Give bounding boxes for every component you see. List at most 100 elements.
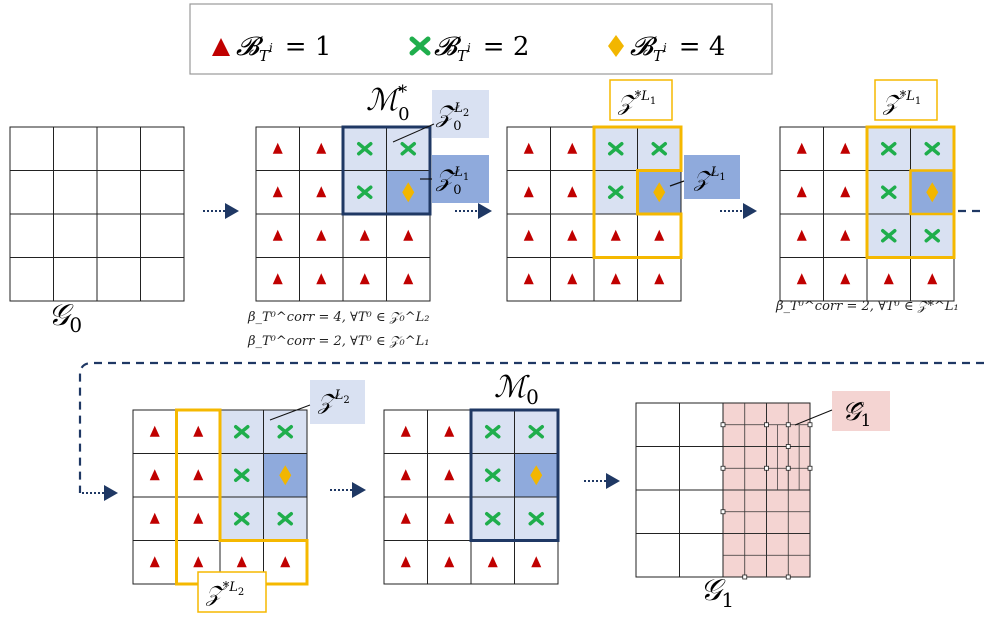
g1-refined-mesh <box>720 403 813 580</box>
label-g0: 𝒢0 <box>48 298 82 337</box>
label-z0-l1: 𝒵L1 0 <box>435 164 469 198</box>
cross-icon <box>357 185 373 199</box>
triangle-icon <box>796 229 807 241</box>
mesh-node <box>720 422 726 428</box>
grid-cell <box>9 257 54 302</box>
label-zstar-l2: 𝒵*L2 <box>205 580 244 607</box>
grid-cell <box>635 489 680 534</box>
cross-icon <box>234 468 250 482</box>
triangle-icon <box>193 556 204 568</box>
mesh-node <box>807 422 813 428</box>
z0l1-box <box>432 155 489 203</box>
triangle-icon <box>193 469 204 481</box>
triangle-icon <box>523 273 534 285</box>
connector-wrap <box>78 361 984 493</box>
grid-cell <box>9 213 54 258</box>
triangle-icon <box>272 186 283 198</box>
grid-cell <box>9 170 54 215</box>
triangle-icon <box>567 273 578 285</box>
diamond-icon <box>608 35 624 57</box>
grid-cell <box>140 170 185 215</box>
grid-cell <box>53 257 98 302</box>
grid-cell <box>679 489 724 534</box>
grid-cell <box>53 213 98 258</box>
triangle-icon <box>403 229 414 241</box>
zl1-inner-outline <box>909 169 956 216</box>
triangle-icon <box>444 556 455 568</box>
zstar-l1-a-outline <box>592 125 683 259</box>
zl2-box <box>310 380 365 424</box>
diamond-icon <box>653 182 666 203</box>
triangle-icon <box>444 512 455 524</box>
mesh-node <box>785 574 791 580</box>
cross-icon <box>924 142 940 156</box>
grid-step4 <box>132 409 308 585</box>
legend-item-cross: 𝓑Ti = 2 <box>409 32 529 65</box>
triangle-icon <box>316 186 327 198</box>
triangle-icon <box>523 186 534 198</box>
cross-icon <box>528 425 544 439</box>
cross-icon <box>234 512 250 526</box>
zstar-l2-box <box>197 571 267 613</box>
cross-icon <box>400 142 416 156</box>
triangle-icon <box>280 556 291 568</box>
cross-icon <box>881 185 897 199</box>
zstar-l2-outline <box>175 408 309 586</box>
zstar-l1-b-box <box>874 79 938 121</box>
annotation-2: β_T⁰^corr = 2, ∀T⁰ ∈ 𝒵₀^L₁ <box>247 334 429 349</box>
triangle-icon <box>400 556 411 568</box>
triangle-icon <box>444 469 455 481</box>
cross-icon <box>528 512 544 526</box>
triangle-icon <box>567 142 578 154</box>
triangle-icon <box>316 273 327 285</box>
triangle-icon <box>840 273 851 285</box>
triangle-icon <box>403 273 414 285</box>
label-g1: 𝒢1 <box>700 573 734 612</box>
triangle-icon <box>149 469 160 481</box>
triangle-icon <box>523 229 534 241</box>
diamond-icon <box>402 182 415 203</box>
grid-cell <box>255 126 300 171</box>
z0l2-box <box>432 90 489 138</box>
triangle-icon <box>531 556 542 568</box>
diamond-icon <box>926 182 939 203</box>
zstar-l1-a-box <box>609 79 673 121</box>
legend-item-triangle: 𝓑Ti = 1 <box>212 32 331 65</box>
triangle-icon <box>149 556 160 568</box>
annotation-3: β_T⁰^corr = 2, ∀T⁰ ∈ 𝒵*^L₁ <box>775 299 959 314</box>
cross-icon <box>608 185 624 199</box>
zl1-box <box>684 155 740 199</box>
label-z0-l2: 𝒵L2 0 <box>435 100 469 134</box>
g1hat-box <box>832 391 890 431</box>
g1hat-leader <box>794 409 833 426</box>
grid-cell <box>140 126 185 171</box>
cross-icon <box>608 142 624 156</box>
cross-icon <box>234 425 250 439</box>
triangle-icon <box>444 425 455 437</box>
triangle-icon <box>487 556 498 568</box>
grid-cell <box>383 540 428 585</box>
grid-m0 <box>383 409 559 585</box>
triangle-icon <box>212 38 230 56</box>
triangle-icon <box>610 273 621 285</box>
label-m0-star: ℳ* 0 <box>366 82 410 125</box>
triangle-icon <box>272 142 283 154</box>
z0l2-leader <box>392 123 435 143</box>
mesh-node <box>785 444 791 449</box>
triangle-icon <box>796 142 807 154</box>
legend-box <box>189 3 773 75</box>
cross-icon <box>651 142 667 156</box>
triangle-icon <box>883 273 894 285</box>
cross-icon <box>485 425 501 439</box>
mesh-node <box>720 465 726 471</box>
grid-cell <box>96 257 141 302</box>
triangle-icon <box>236 556 247 568</box>
cross-icon <box>924 229 940 243</box>
legend: 𝓑Ti = 1 𝓑Ti = 2 𝓑Ti = 4 <box>189 3 773 75</box>
overlays-layer <box>175 125 956 586</box>
mesh-node <box>785 422 791 428</box>
triangle-icon <box>400 512 411 524</box>
mesh-node <box>764 422 769 428</box>
annotation-1: β_T⁰^corr = 4, ∀T⁰ ∈ 𝒵₀^L₂ <box>247 310 429 325</box>
grid-cell <box>140 213 185 258</box>
